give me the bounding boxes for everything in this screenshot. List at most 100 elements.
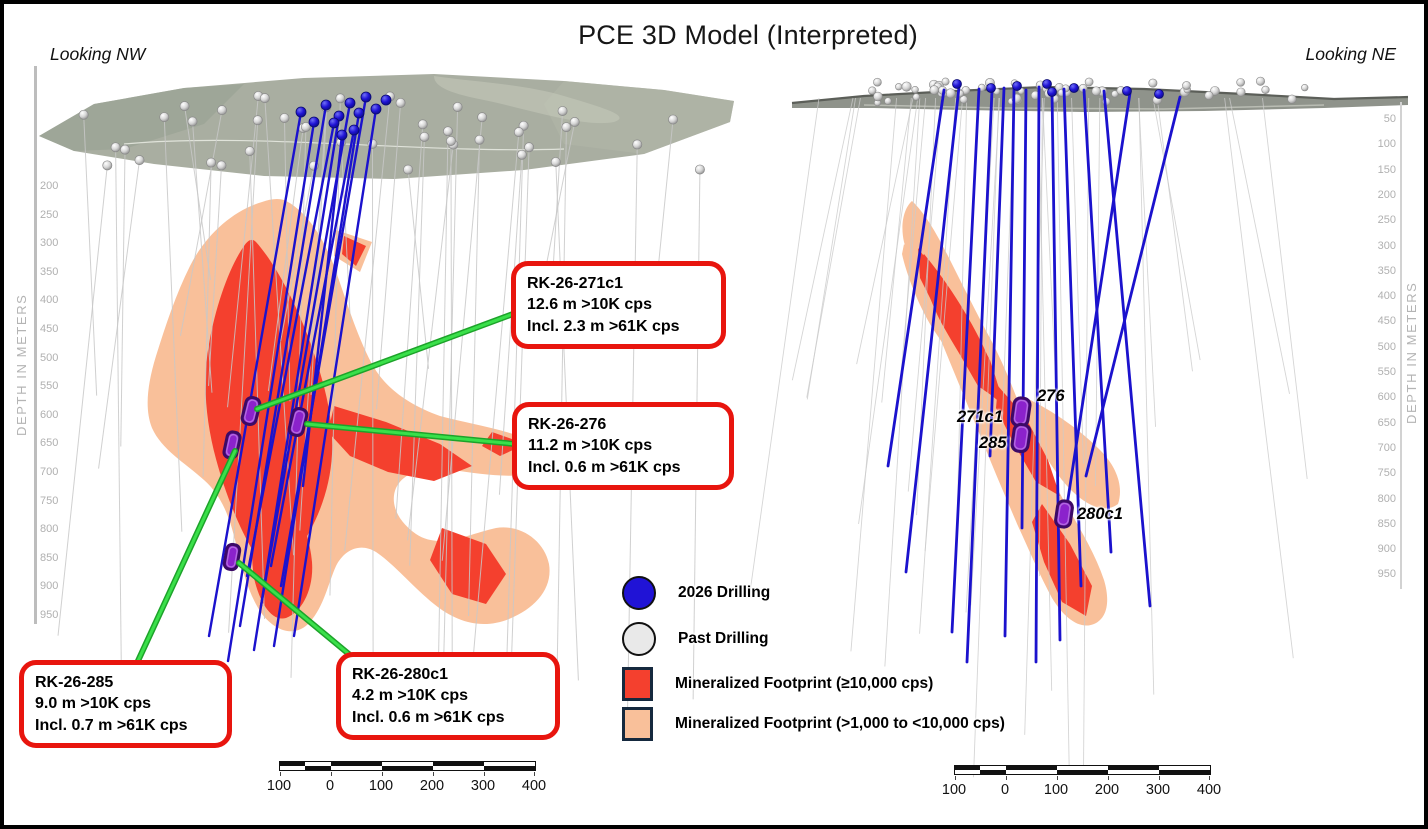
legend-swatch-2026-drilling: [622, 576, 656, 610]
scale-label: 100: [266, 778, 292, 794]
scale-bar-cell: [280, 766, 305, 770]
depth-tick: 650: [40, 437, 59, 450]
callout-included: Incl. 0.7 m >61K cps: [35, 716, 188, 734]
callout-interval: 9.0 m >10K cps: [35, 695, 152, 713]
depth-tick: 100: [1377, 138, 1396, 151]
scale-bar-cell: [331, 762, 382, 766]
right-view-label: Looking NE: [1305, 44, 1396, 64]
scale-bar-cell: [305, 766, 331, 770]
scale-bar-cell: [1006, 766, 1057, 770]
legend-swatch-footprint-low: [622, 707, 653, 741]
scale-label: 0: [1000, 782, 1010, 798]
scale-bar-tick: [1057, 776, 1058, 780]
callout-included: Incl. 0.6 m >61K cps: [528, 458, 681, 476]
past-drill-traces-right: [749, 97, 1308, 778]
depth-tick: 250: [1377, 214, 1396, 227]
scale-bar-cell: [484, 762, 535, 766]
callout-hole-id: RK-26-271c1: [527, 275, 624, 292]
scale-label: 100: [368, 778, 394, 794]
legend-swatch-footprint-high: [622, 667, 653, 701]
intercept-marker: [222, 542, 242, 572]
scale-bar-tick: [484, 772, 485, 776]
depth-tick: 850: [1377, 517, 1396, 530]
scale-bar-tick: [1006, 776, 1007, 780]
scene-3d: [39, 74, 1409, 778]
scale-bar-cell: [1057, 770, 1108, 774]
callout-rk-26-280c1: RK-26-280c1 4.2 m >10K cps Incl. 0.6 m >…: [336, 652, 560, 740]
depth-tick: 800: [40, 523, 59, 536]
scale-bar-tick: [1209, 776, 1210, 780]
callout-included: Incl. 2.3 m >61K cps: [527, 317, 680, 335]
depth-tick: 200: [1377, 188, 1396, 201]
intercept-marker: [1054, 499, 1074, 529]
scale-bar-cell: [955, 770, 980, 774]
depth-tick: 300: [1377, 239, 1396, 252]
legend-label: Mineralized Footprint (≥10,000 cps): [675, 675, 934, 692]
legend-swatch-past-drilling: [622, 622, 656, 656]
depth-tick: 950: [1377, 568, 1396, 581]
callout-interval: 4.2 m >10K cps: [352, 687, 469, 705]
depth-tick: 800: [1377, 492, 1396, 505]
legend-label: 2026 Drilling: [678, 584, 771, 601]
callout-hole-id: RK-26-280c1: [352, 666, 449, 683]
depth-tick: 450: [40, 323, 59, 335]
scale-label: 300: [1145, 782, 1171, 798]
left-depth-ticks: 200 250 300 350 400 450 500 550 600 650 700 750 800 8…: [40, 4, 82, 825]
depth-tick: 750: [40, 494, 59, 507]
past-drill-traces-left: [57, 95, 701, 711]
scale-bar-cell: [433, 766, 484, 770]
intercept-marker: [240, 395, 262, 427]
callout-included: Incl. 0.6 m >61K cps: [352, 708, 505, 726]
scale-bar-tick: [433, 772, 434, 776]
scale-bar-cell: [305, 762, 331, 766]
intercept-markers-right: [1010, 396, 1074, 529]
depth-tick: 700: [40, 466, 59, 478]
depth-tick: 400: [1377, 290, 1396, 303]
depth-tick: 150: [1377, 163, 1396, 176]
scale-bar-row: [280, 766, 535, 770]
intercept-markers-left: [222, 395, 309, 572]
scale-bar-cell: [1159, 770, 1210, 774]
intercept-label-271c1: 271c1: [957, 408, 1003, 426]
drill-2026-left: [207, 91, 392, 663]
left-depth-axis-title: DEPTH IN METERS: [14, 293, 29, 436]
depth-tick: 250: [40, 208, 59, 221]
scale-bar-row: [280, 762, 535, 766]
scale-bar-cell: [955, 766, 980, 770]
depth-tick: 550: [40, 380, 59, 393]
scale-bar-tick: [382, 772, 383, 776]
intercept-label-276: 276: [1037, 387, 1065, 405]
depth-tick: 900: [40, 580, 59, 593]
legend-label: Past Drilling: [678, 630, 769, 647]
depth-tick: 400: [40, 294, 59, 307]
scale-bar-left: [279, 761, 536, 776]
scale-bar-cell: [1108, 766, 1159, 770]
scale-bar-tick: [1108, 776, 1109, 780]
callout-hole-id: RK-26-285: [35, 674, 114, 691]
callout-rk-26-271c1: RK-26-271c1 12.6 m >10K cps Incl. 2.3 m …: [511, 261, 726, 349]
legend-row-footprint-low: Mineralized Footprint (>1,000 to <10,000…: [622, 706, 1005, 742]
depth-tick: 900: [1377, 543, 1396, 556]
depth-tick: 500: [1377, 340, 1396, 353]
scale-bar-cell: [1006, 770, 1057, 774]
left-depth-axis-line: [34, 66, 37, 624]
legend-row-past-drilling: Past Drilling: [622, 621, 768, 657]
depth-tick: 750: [1377, 467, 1396, 480]
scale-label: 200: [419, 778, 445, 794]
callout-interval: 11.2 m >10K cps: [528, 437, 653, 455]
legend-row-2026-drilling: 2026 Drilling: [622, 575, 770, 611]
scale-bar-cell: [382, 766, 433, 770]
intercept-label-285: 285: [979, 434, 1007, 452]
scale-bar-right-labels: 100 0 100 200 300 400: [4, 782, 1424, 802]
callout-rk-26-285: RK-26-285 9.0 m >10K cps Incl. 0.7 m >61…: [19, 660, 232, 748]
depth-tick: 350: [1377, 264, 1396, 277]
scale-label: 200: [1094, 782, 1120, 798]
callout-interval: 12.6 m >10K cps: [527, 296, 652, 314]
scale-bar-tick: [534, 772, 535, 776]
scale-bar-tick: [280, 772, 281, 776]
intercept-marker: [1010, 422, 1032, 454]
scale-bar-row: [955, 770, 1210, 774]
scale-label: 400: [521, 778, 547, 794]
callout-rk-26-276: RK-26-276 11.2 m >10K cps Incl. 0.6 m >6…: [512, 402, 734, 490]
intercept-label-280c1: 280c1: [1077, 505, 1123, 523]
